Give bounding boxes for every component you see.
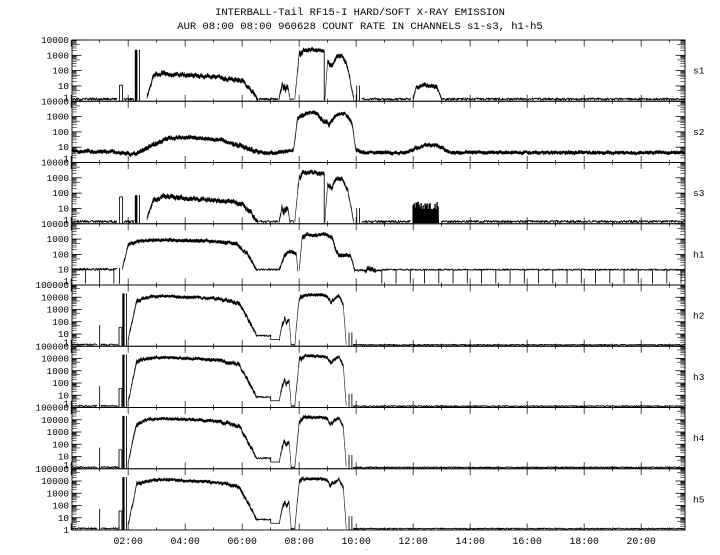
svg-text:12:00: 12:00: [398, 536, 428, 547]
svg-text:10000: 10000: [41, 354, 69, 365]
svg-text:1000: 1000: [47, 112, 69, 123]
svg-text:100: 100: [52, 501, 69, 512]
svg-text:100: 100: [52, 188, 69, 199]
svg-text:s2: s2: [693, 127, 705, 138]
svg-text:AUR 08:00 08:00 960628 COUNT: AUR 08:00 08:00 960628 COUNT RATE IN CHA…: [177, 21, 542, 33]
svg-text:1000: 1000: [47, 488, 69, 499]
svg-text:18:00: 18:00: [569, 536, 599, 547]
svg-text:100: 100: [52, 378, 69, 389]
svg-text:1000: 1000: [47, 366, 69, 377]
svg-text:10: 10: [58, 203, 69, 214]
svg-text:10000: 10000: [41, 415, 69, 426]
svg-text:h3: h3: [693, 372, 705, 383]
svg-text:10: 10: [58, 390, 69, 401]
svg-text:s1: s1: [693, 66, 705, 77]
svg-text:10000: 10000: [41, 35, 69, 46]
svg-text:20:00: 20:00: [626, 536, 656, 547]
svg-text:10: 10: [58, 81, 69, 92]
svg-text:100000: 100000: [36, 403, 69, 414]
svg-text:06:00: 06:00: [227, 536, 257, 547]
svg-text:s3: s3: [693, 188, 705, 199]
svg-text:02:00: 02:00: [113, 536, 143, 547]
svg-text:100000: 100000: [36, 464, 69, 475]
svg-text:04:00: 04:00: [170, 536, 200, 547]
svg-text:10000: 10000: [41, 96, 69, 107]
svg-text:100: 100: [52, 66, 69, 77]
svg-text:h2: h2: [693, 311, 705, 322]
svg-text:10: 10: [58, 265, 69, 276]
svg-text:10000: 10000: [41, 292, 69, 303]
svg-text:10: 10: [58, 329, 69, 340]
svg-text:10: 10: [58, 452, 69, 463]
svg-text:100: 100: [52, 127, 69, 138]
svg-text:10000: 10000: [41, 158, 69, 169]
svg-text:1000: 1000: [47, 50, 69, 61]
svg-text:16:00: 16:00: [512, 536, 542, 547]
svg-text:100: 100: [52, 249, 69, 260]
svg-text:100000: 100000: [36, 341, 69, 352]
svg-text:100: 100: [52, 317, 69, 328]
svg-text:h4: h4: [693, 433, 705, 444]
svg-text:14:00: 14:00: [455, 536, 485, 547]
svg-text:100: 100: [52, 439, 69, 450]
svg-text:1: 1: [63, 525, 69, 536]
svg-text:08:00: 08:00: [284, 536, 314, 547]
svg-text:100000: 100000: [36, 280, 69, 291]
svg-text:10000: 10000: [41, 219, 69, 230]
svg-text:10: 10: [58, 513, 69, 524]
svg-text:INTERBALL-Tail RF15-I HARD/SOF: INTERBALL-Tail RF15-I HARD/SOFT X-RAY EM…: [215, 7, 505, 19]
svg-text:1000: 1000: [47, 173, 69, 184]
svg-text:h5: h5: [693, 494, 705, 505]
svg-text:10000: 10000: [41, 476, 69, 487]
svg-text:10: 10: [58, 142, 69, 153]
svg-text:1000: 1000: [47, 305, 69, 316]
svg-text:1000: 1000: [47, 427, 69, 438]
svg-text:10:00: 10:00: [341, 536, 371, 547]
svg-text:h1: h1: [693, 249, 705, 260]
svg-text:1000: 1000: [47, 234, 69, 245]
